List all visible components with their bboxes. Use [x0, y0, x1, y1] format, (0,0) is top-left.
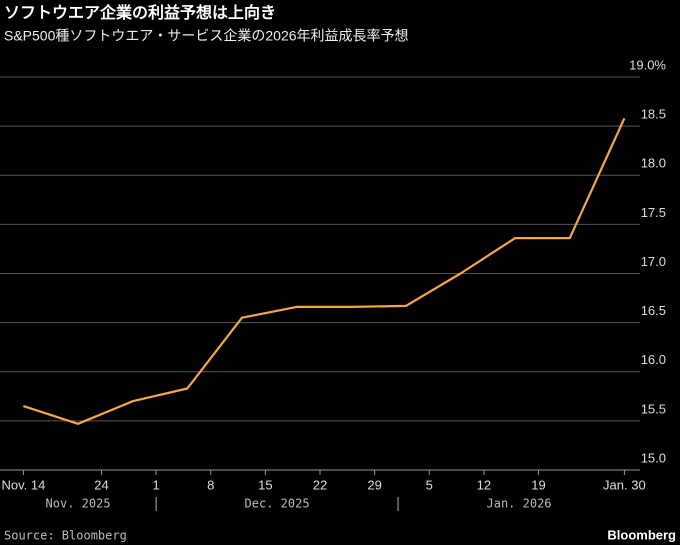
- y-tick-label: 15.0: [641, 450, 666, 465]
- source: Source: Bloomberg: [4, 529, 127, 543]
- y-tick-label: 18.5: [641, 107, 666, 122]
- x-tick-label: Nov. 14: [1, 477, 45, 492]
- x-tick-label: 29: [367, 477, 381, 492]
- y-tick-label: 17.5: [641, 205, 666, 220]
- line: [23, 117, 626, 425]
- x-tick-label: 24: [94, 477, 108, 492]
- y-tick-label: 19.0%: [629, 57, 666, 72]
- x-tick-label: 15: [258, 477, 272, 492]
- x-group-label: Jan. 2026: [487, 497, 552, 511]
- x-tick-label: Jan. 30: [603, 477, 646, 492]
- x-group-label: Nov. 2025: [46, 497, 111, 511]
- x-tick-label: 5: [426, 477, 433, 492]
- x-tick-label: 1: [152, 477, 159, 492]
- brand: Bloomberg: [607, 527, 676, 542]
- x-group-label: Dec. 2025: [245, 497, 310, 511]
- chart-title: ソフトウエア企業の利益予想は上向き: [4, 3, 276, 22]
- x-tick-label: 22: [313, 477, 327, 492]
- y-tick-label: 15.5: [641, 401, 666, 416]
- y-tick-label: 18.0: [641, 156, 666, 171]
- y-tick-label: 17.0: [641, 254, 666, 269]
- chart-subtitle: S&P500種ソフトウエア・サービス企業の2026年利益成長率予想: [4, 28, 409, 44]
- y-tick-label: 16.5: [641, 303, 666, 318]
- x-tick-label: 12: [477, 477, 491, 492]
- x-tick-label: 8: [207, 477, 214, 492]
- y-tick-label: 16.0: [641, 352, 666, 367]
- x-tick-label: 19: [531, 477, 545, 492]
